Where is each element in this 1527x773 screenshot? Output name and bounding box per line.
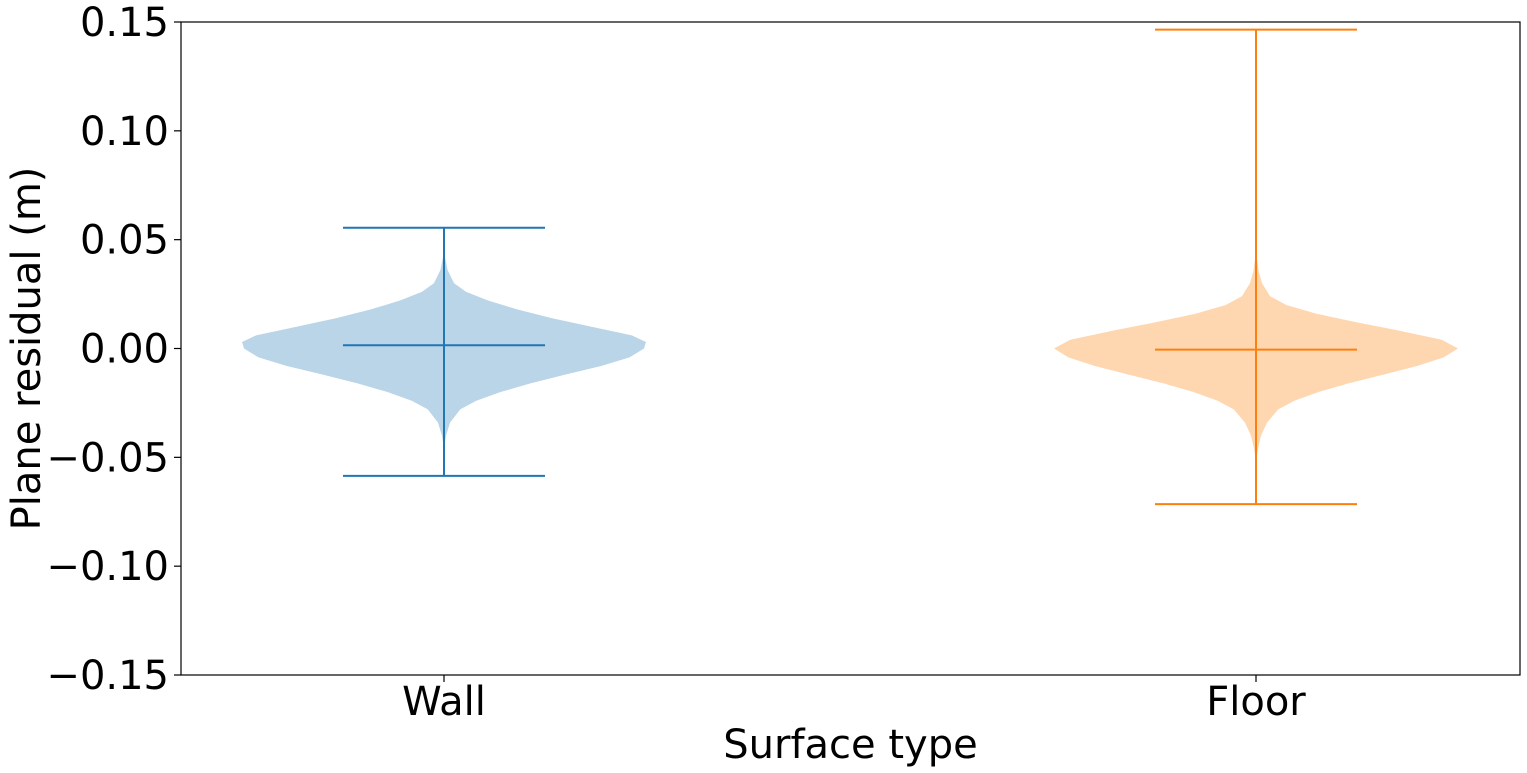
y-tick-label: 0.05 — [80, 218, 169, 264]
y-tick-label: −0.15 — [46, 653, 169, 699]
y-tick-label: 0.15 — [80, 0, 169, 46]
y-tick-label: 0.10 — [80, 109, 169, 155]
violin-stats-layer — [343, 28, 1357, 506]
x-tick-label: Wall — [402, 679, 486, 725]
x-axis: Wall Floor — [402, 675, 1306, 725]
y-tick-label: −0.05 — [46, 435, 169, 481]
x-axis-label: Surface type — [723, 722, 977, 768]
y-tick-label: −0.10 — [46, 544, 169, 590]
y-tick-label: 0.00 — [80, 327, 169, 373]
violins-layer — [242, 244, 1458, 462]
x-tick-label: Floor — [1206, 679, 1306, 725]
y-axis-label: Plane residual (m) — [4, 167, 50, 531]
y-axis: −0.15 −0.10 −0.05 0.00 0.05 0.10 0.15 — [46, 0, 181, 699]
